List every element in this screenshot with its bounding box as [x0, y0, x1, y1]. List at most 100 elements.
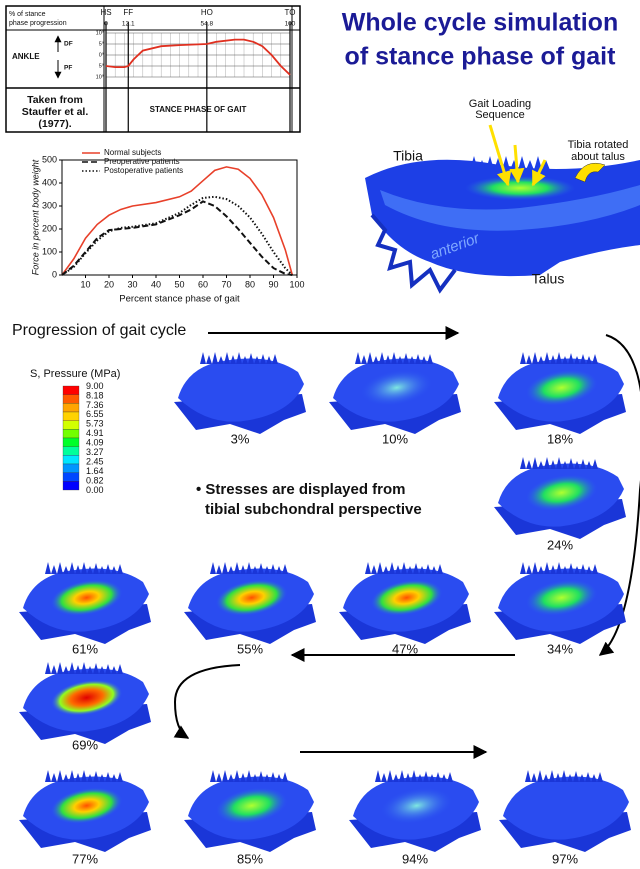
frame — [19, 770, 151, 852]
frame-label: 69% — [72, 737, 98, 752]
source-line: Stauffer et al. — [22, 106, 89, 118]
x-tick-label: 90 — [268, 279, 278, 289]
color-band — [63, 403, 79, 412]
frame-label: 47% — [392, 641, 418, 656]
frame-label: 85% — [237, 851, 263, 866]
force-line — [62, 167, 292, 275]
x-tick-label: 40 — [151, 279, 161, 289]
y-tick-label: 10° — [96, 74, 104, 80]
legend-label: Normal subjects — [104, 148, 161, 157]
x-tick-label: 10 — [80, 279, 90, 289]
y-tick-label: 500 — [42, 154, 57, 164]
force-line — [62, 201, 292, 275]
color-band — [63, 481, 79, 490]
y-tick-label: 300 — [42, 200, 57, 210]
note-line: tibial subchondral perspective — [205, 501, 422, 518]
color-band — [63, 447, 79, 456]
color-band — [63, 473, 79, 482]
color-band — [63, 421, 79, 430]
event-name: TO — [285, 8, 296, 17]
pressure-legend: 9.008.187.366.555.734.914.093.272.451.64… — [63, 381, 104, 495]
title-line: Whole cycle simulation — [342, 9, 618, 37]
x-tick-label: 100 — [289, 279, 304, 289]
x-axis-label: STANCE PHASE OF GAIT — [150, 105, 247, 114]
figure-label: Tibia rotated — [568, 139, 629, 151]
legend-label: Preoperative patients — [104, 157, 180, 166]
event-value: 100 — [285, 21, 296, 28]
y-tick-label: 10° — [96, 30, 104, 36]
color-band — [63, 455, 79, 464]
frame-label: 18% — [547, 431, 573, 446]
event-value: 12.1 — [122, 21, 135, 28]
x-axis-label: Percent stance phase of gait — [119, 294, 240, 305]
x-tick-label: 30 — [127, 279, 137, 289]
frame — [174, 352, 306, 434]
frame — [19, 562, 151, 644]
y-tick-label: 200 — [42, 223, 57, 233]
legend-label: Postoperative patients — [104, 166, 183, 175]
y-axis-label: Force in percent body weight — [30, 159, 40, 275]
ankle-model-figure: Gait Loading Sequence Tibia Tibia rotate… — [365, 98, 640, 290]
frame — [329, 352, 461, 434]
frame — [339, 562, 471, 644]
header-label: phase progression — [9, 20, 67, 27]
force-chart: 0 100 200 300 400 500 10 20 30 40 50 60 70 80 90 100 Per… — [30, 148, 304, 304]
frame-label: 94% — [402, 851, 428, 866]
poster: Whole cycle simulation of stance phase o… — [0, 0, 640, 869]
frame-label: 3% — [231, 431, 250, 446]
x-tick-label: 50 — [174, 279, 184, 289]
y-tick-label: 0° — [99, 52, 104, 58]
frame — [499, 770, 631, 852]
note-line: • Stresses are displayed from — [196, 481, 406, 498]
df-label: DF — [64, 41, 73, 48]
figure-label: about talus — [571, 151, 625, 163]
row-label: ANKLE — [12, 52, 40, 61]
color-band — [63, 464, 79, 473]
force-line — [62, 197, 292, 275]
y-tick-label: 400 — [42, 177, 57, 187]
x-tick-label: 80 — [245, 279, 255, 289]
contact-area — [465, 176, 575, 200]
frame-label: 34% — [547, 641, 573, 656]
source-line: Taken from — [27, 94, 83, 106]
header-label: % of stance — [9, 11, 46, 18]
frame — [184, 562, 316, 644]
x-tick-label: 70 — [221, 279, 231, 289]
progression-label: Progression of gait cycle — [12, 322, 186, 339]
frame-label: 55% — [237, 641, 263, 656]
y-tick-label: 100 — [42, 246, 57, 256]
color-band — [63, 412, 79, 421]
color-band — [63, 438, 79, 447]
event-value: 0 — [104, 21, 108, 28]
frame — [494, 457, 626, 539]
x-tick-label: 60 — [198, 279, 208, 289]
frame-label: 61% — [72, 641, 98, 656]
ankle-chart: % of stance phase progression ANKLE DF P… — [6, 6, 300, 132]
frame — [19, 662, 151, 744]
event-name: HS — [100, 8, 111, 17]
color-band — [63, 429, 79, 438]
frame — [494, 352, 626, 434]
frame-label: 24% — [547, 537, 573, 552]
frame-label: 97% — [552, 851, 578, 866]
frame — [184, 770, 316, 852]
color-band — [63, 395, 79, 404]
frame-label: 10% — [382, 431, 408, 446]
y-tick-label: 5° — [99, 41, 104, 47]
event-name: HO — [201, 8, 213, 17]
flow-arrow — [175, 665, 240, 738]
y-tick-label: 5° — [99, 63, 104, 69]
x-tick-label: 20 — [104, 279, 114, 289]
color-band — [63, 386, 79, 395]
legend-level: 0.00 — [86, 485, 104, 495]
event-value: 54.8 — [201, 21, 214, 28]
frames: 3% 10% 18% 24% 34% 47% 55% 61% 69% 77% 85% 94% 97% — [19, 352, 631, 866]
figure-label: Tibia — [393, 148, 423, 164]
y-tick-label: 0 — [52, 269, 57, 279]
pf-label: PF — [64, 65, 72, 72]
event-name: FF — [123, 8, 133, 17]
source-line: (1977). — [38, 118, 71, 130]
frame — [494, 562, 626, 644]
frame-label: 77% — [72, 851, 98, 866]
frame — [349, 770, 481, 852]
